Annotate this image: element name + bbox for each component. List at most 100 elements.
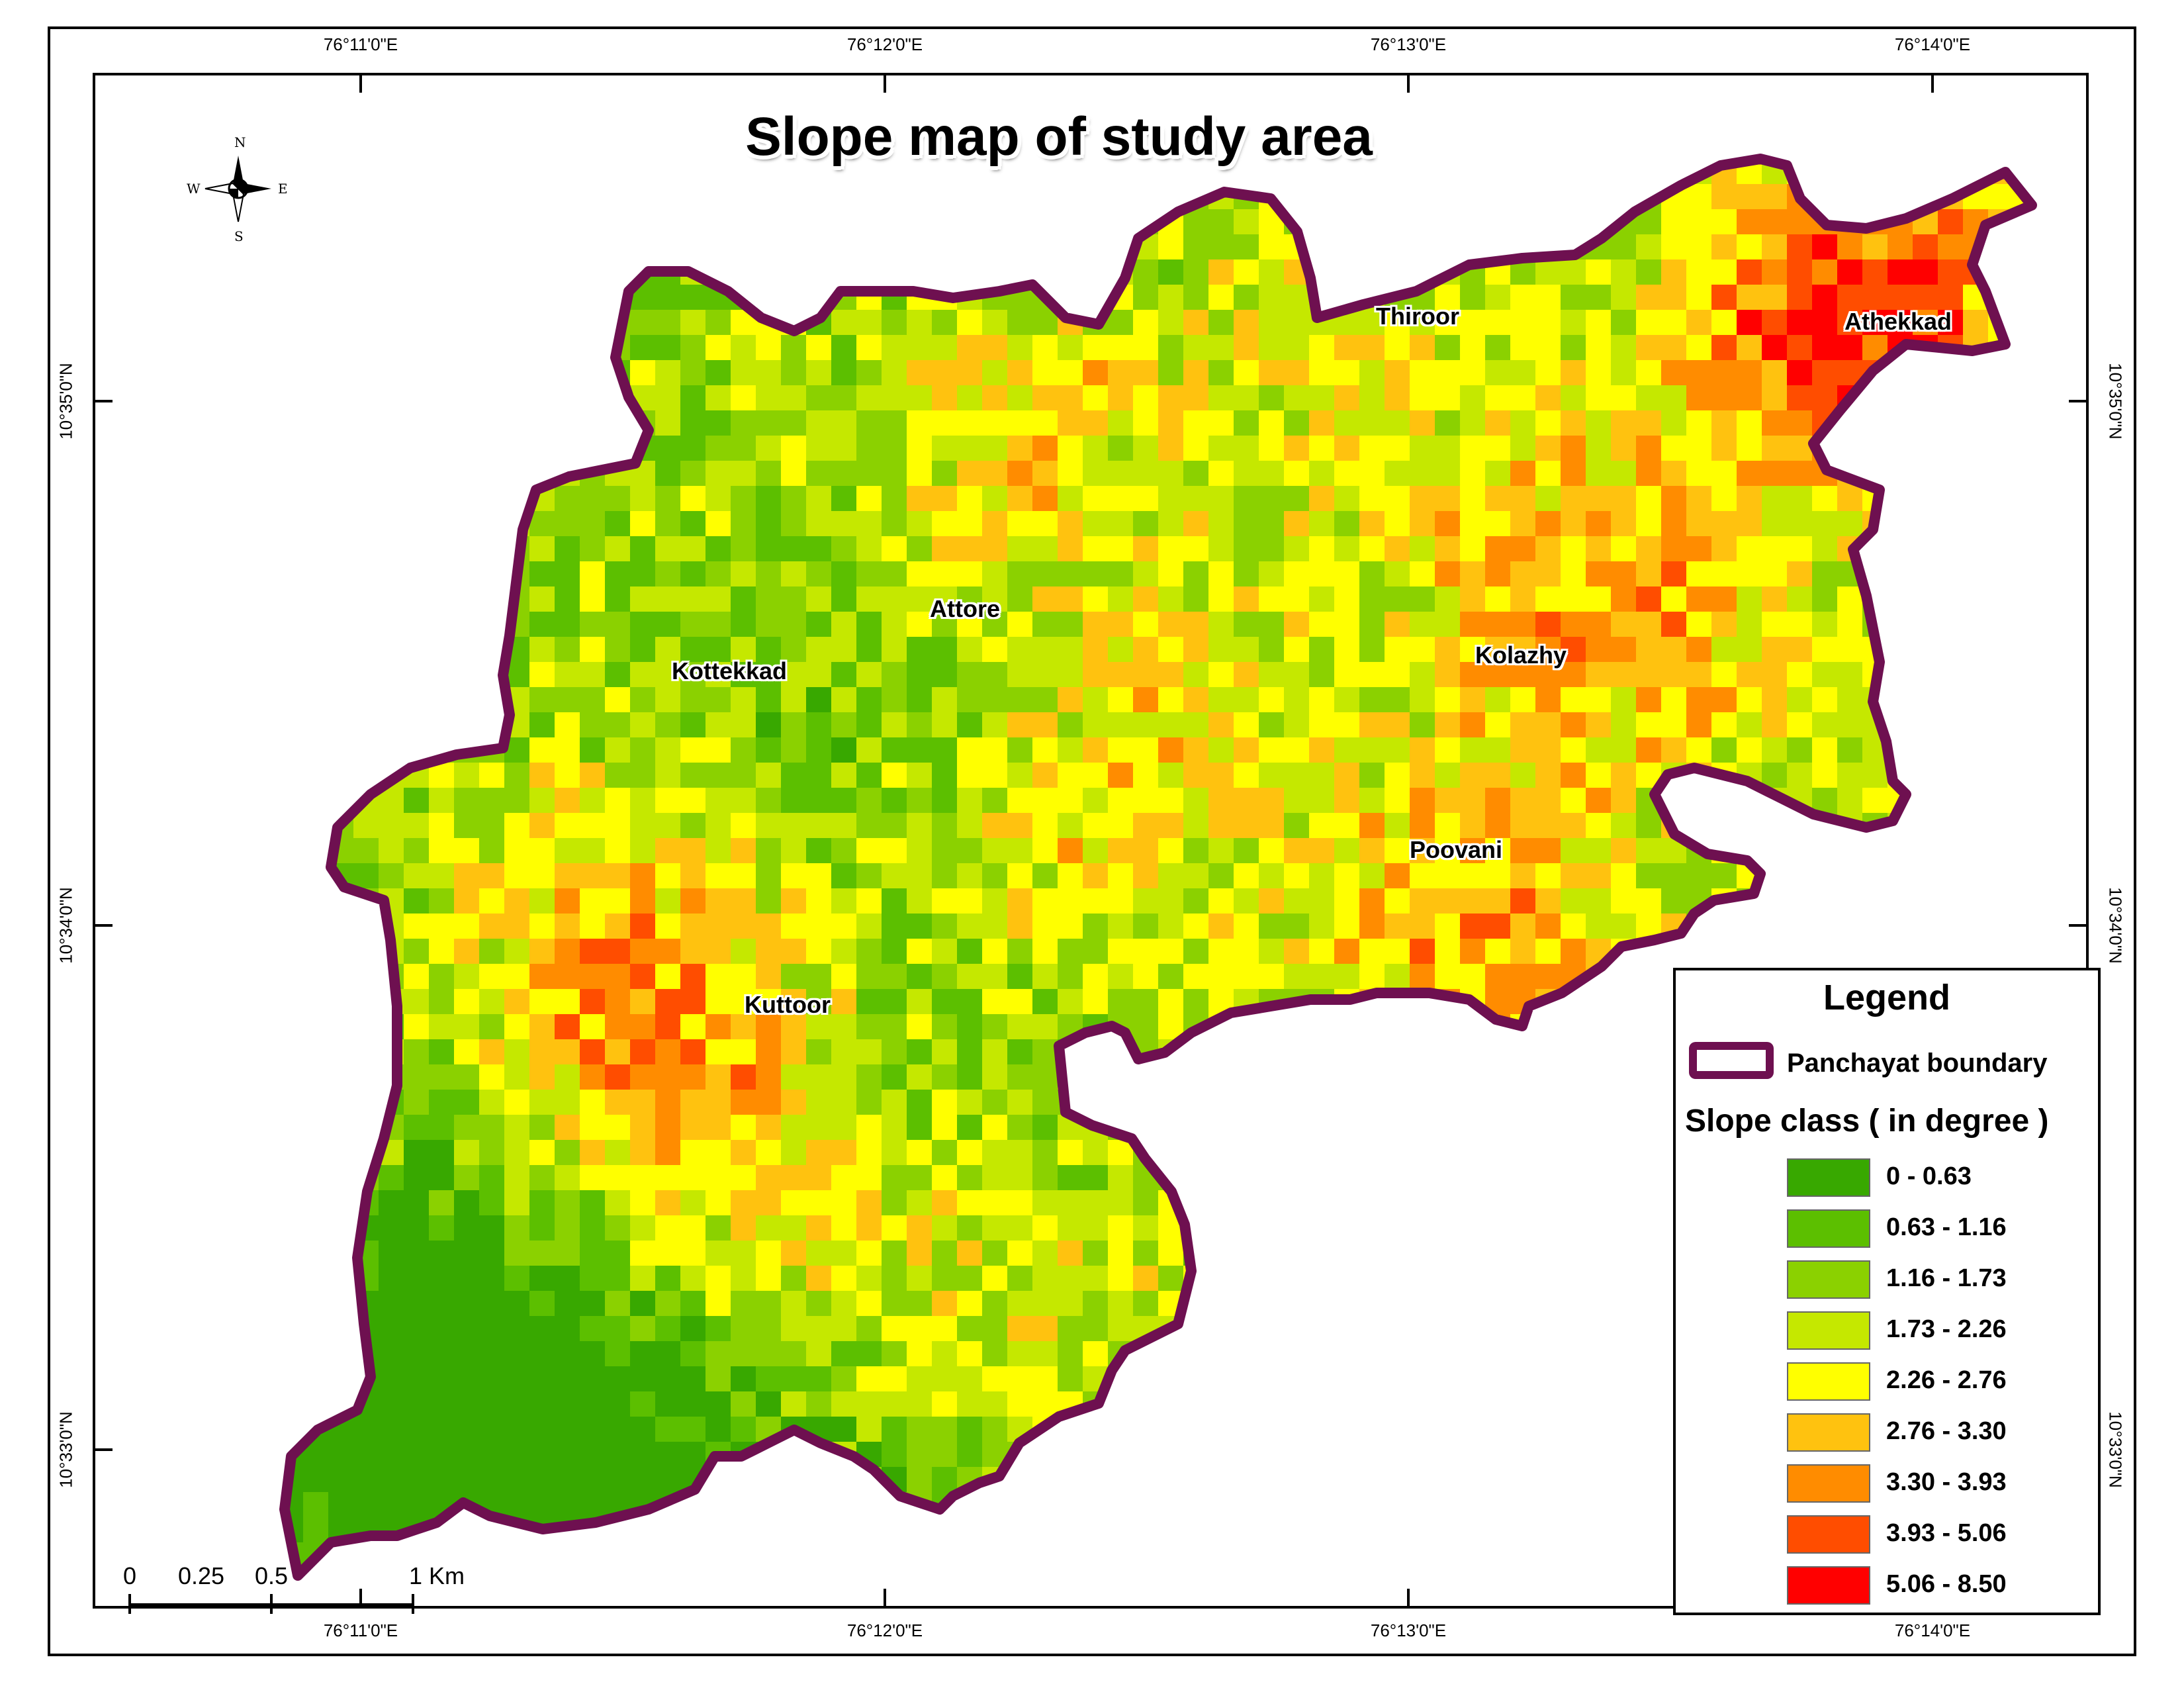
raster-cell (1460, 486, 1485, 511)
raster-cell (285, 637, 303, 662)
raster-cell (580, 385, 605, 410)
raster-cell (781, 486, 806, 511)
raster-cell (1611, 234, 1636, 259)
raster-cell (1359, 310, 1385, 335)
south-letter: S (234, 228, 244, 244)
raster-cell (1611, 285, 1636, 310)
raster-cell (529, 1165, 555, 1190)
raster-cell (806, 1291, 831, 1316)
raster-cell (907, 586, 932, 612)
raster-cell (2013, 561, 2032, 586)
raster-cell (932, 939, 957, 964)
raster-cell (479, 813, 504, 838)
raster-cell (1158, 1115, 1183, 1140)
raster-cell (1234, 410, 1259, 436)
raster-cell (1561, 259, 1586, 285)
raster-cell (882, 1341, 907, 1366)
raster-cell (831, 1241, 856, 1266)
raster-cell (1762, 662, 1787, 687)
raster-cell (1359, 1442, 1385, 1467)
raster-cell (303, 1391, 328, 1417)
raster-cell (1108, 712, 1133, 737)
raster-cell (680, 561, 705, 586)
raster-cell (806, 1341, 831, 1366)
raster-cell (328, 1215, 353, 1241)
raster-cell (856, 1341, 882, 1366)
raster-cell (429, 461, 454, 486)
raster-cell (1435, 863, 1460, 888)
raster-cell (1611, 1090, 1636, 1115)
raster-cell (1334, 914, 1359, 939)
raster-cell (1359, 813, 1385, 838)
raster-cell (957, 1165, 982, 1190)
raster-cell (1309, 1090, 1334, 1115)
raster-cell (1938, 209, 1963, 234)
raster-cell (1108, 1140, 1133, 1165)
raster-cell (1334, 511, 1359, 536)
raster-cell (907, 989, 932, 1014)
raster-cell (1359, 184, 1385, 209)
raster-cell (1032, 612, 1058, 637)
raster-cell (1007, 989, 1032, 1014)
raster-cell (1133, 763, 1158, 788)
raster-cell (1208, 1064, 1234, 1090)
raster-cell (932, 1039, 957, 1064)
raster-cell (328, 939, 353, 964)
raster-cell (1561, 1316, 1586, 1341)
map-neatline (93, 73, 2089, 1609)
raster-cell (705, 1366, 731, 1391)
raster-cell (1083, 1266, 1108, 1291)
raster-cell (328, 1492, 353, 1517)
raster-cell (1334, 1467, 1359, 1492)
raster-cell (580, 184, 605, 209)
raster-cell (756, 939, 781, 964)
raster-cell (1812, 662, 1837, 687)
raster-cell (1535, 1417, 1561, 1442)
raster-cell (605, 914, 630, 939)
raster-cell (1083, 888, 1108, 914)
raster-cell (680, 461, 705, 486)
raster-cell (882, 637, 907, 662)
raster-cell (1108, 637, 1133, 662)
raster-cell (1309, 1115, 1334, 1140)
raster-cell (1636, 335, 1661, 360)
raster-cell (1888, 612, 1913, 637)
raster-cell (353, 662, 379, 687)
raster-cell (504, 1366, 529, 1391)
raster-cell (353, 209, 379, 234)
raster-cell (1183, 561, 1208, 586)
raster-cell (1158, 360, 1183, 385)
raster-cell (479, 234, 504, 259)
raster-cell (1058, 1442, 1083, 1467)
raster-cell (1309, 436, 1334, 461)
raster-cell (1234, 788, 1259, 813)
raster-cell (655, 1241, 680, 1266)
raster-cell (756, 813, 781, 838)
raster-cell (479, 1140, 504, 1165)
raster-cell (1385, 1517, 1410, 1542)
raster-cell (1058, 259, 1083, 285)
raster-cell (429, 1190, 454, 1215)
raster-cell (680, 234, 705, 259)
raster-cell (1259, 737, 1284, 763)
raster-cell (856, 511, 882, 536)
raster-cell (1938, 637, 1963, 662)
raster-cell (1284, 1266, 1309, 1291)
raster-cell (705, 461, 731, 486)
raster-cell (1334, 813, 1359, 838)
raster-cell (1359, 536, 1385, 561)
raster-cell (1586, 1366, 1611, 1391)
raster-cell (856, 712, 882, 737)
raster-cell (353, 1467, 379, 1492)
raster-cell (504, 1190, 529, 1215)
raster-cell (454, 1090, 479, 1115)
raster-cell (2013, 285, 2032, 310)
raster-cell (2013, 687, 2032, 712)
raster-cell (1988, 486, 2013, 511)
raster-cell (1686, 209, 1711, 234)
raster-cell (957, 536, 982, 561)
raster-cell (856, 1366, 882, 1391)
raster-cell (1686, 461, 1711, 486)
raster-cell (1158, 1266, 1183, 1291)
raster-cell (1711, 285, 1737, 310)
